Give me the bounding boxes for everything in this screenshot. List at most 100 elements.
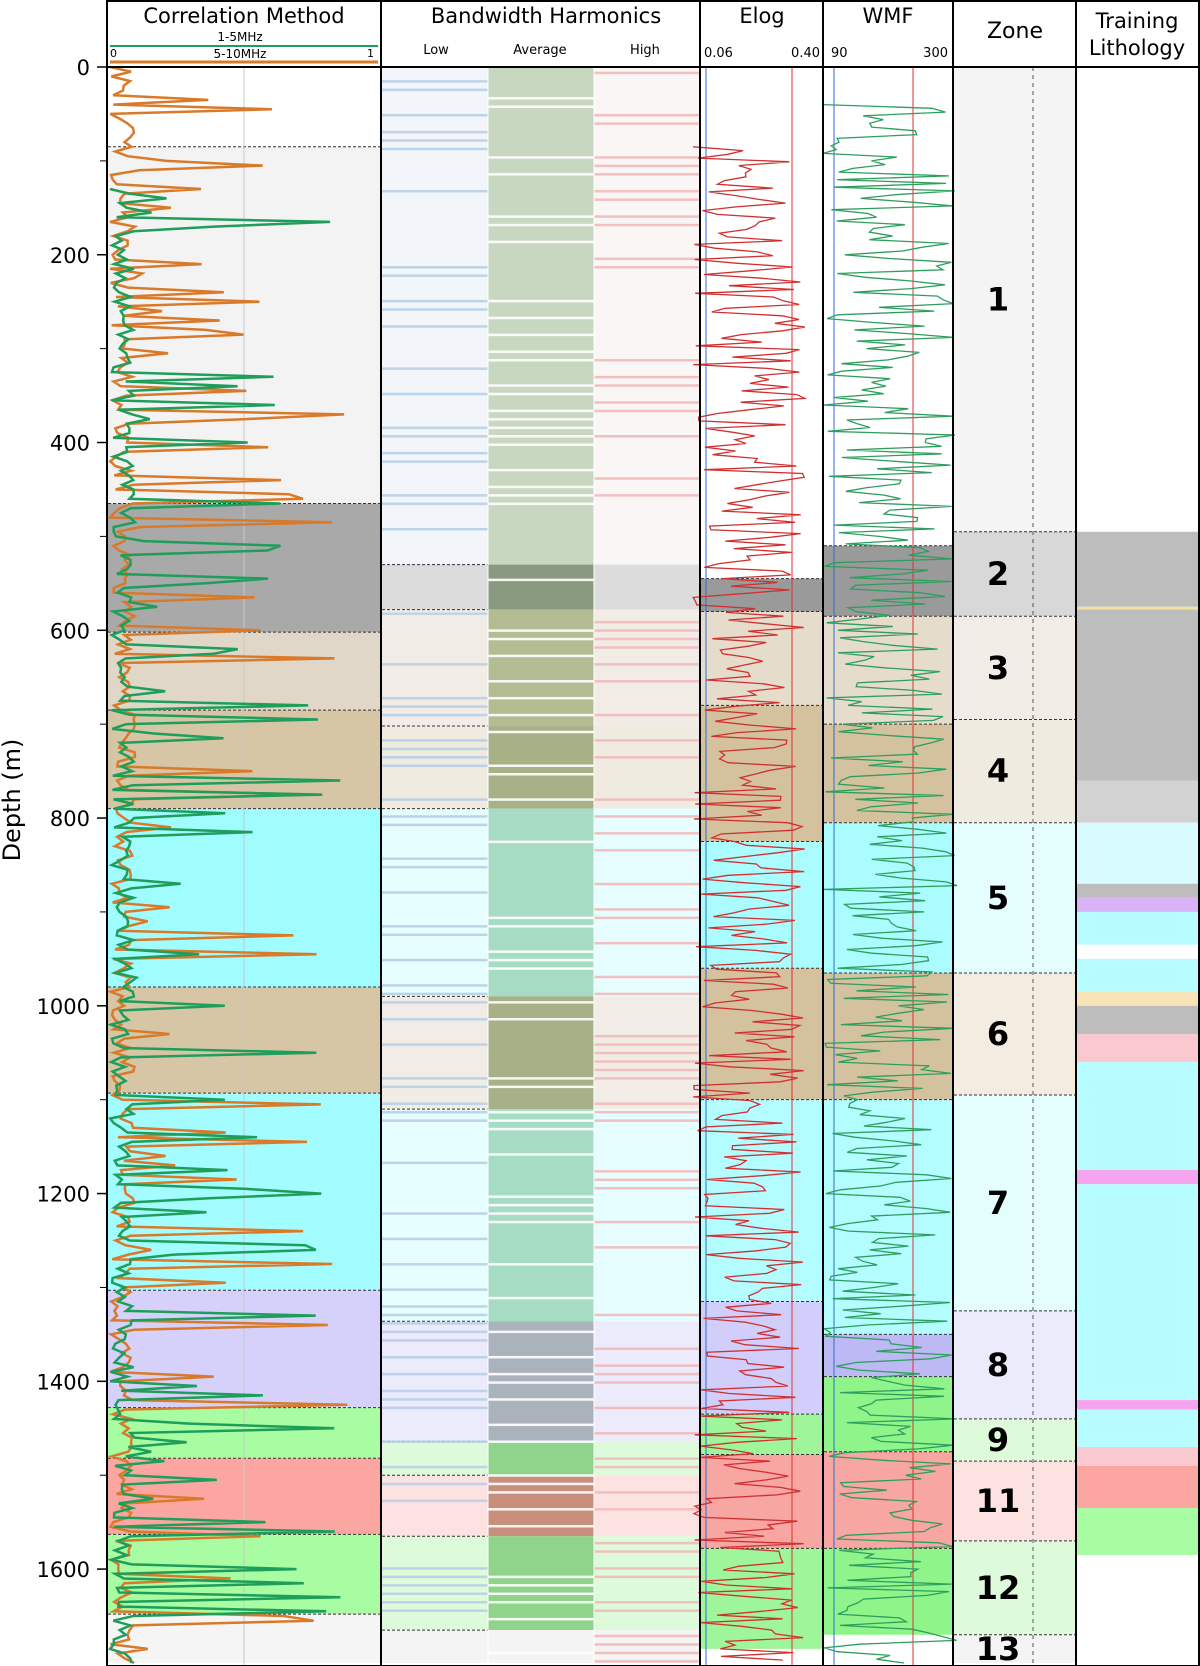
bw-low-interval-11: [382, 1630, 488, 1663]
depth-tick-label-1000: 1000: [37, 995, 90, 1019]
bw-stripe: [488, 1440, 594, 1443]
lith-interval-15: [1077, 1184, 1199, 1401]
bw-stripe: [594, 173, 700, 176]
bw-stripe: [488, 1575, 594, 1579]
bw-stripe: [382, 1305, 488, 1308]
bw-stripe: [488, 764, 594, 768]
bw-stripe: [594, 646, 700, 649]
bw-stripe: [594, 1068, 700, 1072]
bw-stripe: [488, 485, 594, 489]
depth-axis: Depth (m) 0 200 400 600 800 1000 1200 1400 1600: [0, 56, 107, 1582]
bw-stripe: [594, 882, 700, 886]
bw-stripe: [382, 713, 488, 717]
curve-correlation-1-5mhz: [106, 187, 341, 1664]
bw-stripe: [382, 764, 488, 768]
bw-low-interval-10: [382, 1536, 488, 1631]
bw-stripe: [382, 1161, 488, 1165]
bw-stripe: [488, 654, 594, 658]
bw-stripe: [382, 308, 488, 311]
bw-stripe: [382, 1584, 488, 1587]
bw-stripe: [382, 891, 488, 894]
bw-avg-interval-10: [488, 1536, 594, 1631]
bw-stripe: [382, 1567, 488, 1570]
zone-label-3: 3: [987, 649, 1009, 687]
bw-stripe: [594, 1634, 700, 1638]
bw-stripe: [594, 1051, 700, 1055]
bw-low-interval-5: [382, 996, 488, 1110]
bw-stripe: [488, 925, 594, 928]
elog-interval-8: [701, 1454, 823, 1549]
bw-avg-interval-0: [488, 67, 594, 565]
lith-interval-17: [1077, 1409, 1199, 1448]
bw-stripe: [488, 1127, 594, 1131]
bw-stripe: [488, 215, 594, 218]
bw-col-high: High: [630, 43, 660, 58]
bw-stripe: [594, 1600, 700, 1604]
bw-stripe: [382, 1077, 488, 1080]
depth-tick-label-0: 0: [77, 56, 90, 80]
zone-interval-10: [954, 1540, 1076, 1635]
bw-stripe: [594, 266, 700, 269]
bw-high-interval-9: [594, 1475, 700, 1537]
curve-wmf: [822, 103, 958, 1664]
bw-stripe: [382, 325, 488, 328]
bw-stripe: [488, 240, 594, 244]
bw-stripe: [488, 1085, 594, 1089]
bw-stripe: [594, 1457, 700, 1460]
bw-stripe: [382, 815, 488, 818]
zone-label-7: 7: [987, 1184, 1009, 1222]
bw-stripe: [594, 1575, 700, 1579]
bw-stripe: [594, 1246, 700, 1249]
header-wmf: WMF: [863, 4, 914, 28]
bw-stripe: [488, 1195, 594, 1198]
bw-stripe: [488, 1423, 594, 1427]
bw-stripe: [488, 468, 594, 472]
bw-stripe: [594, 215, 700, 218]
bw-high-interval-6: [594, 1109, 700, 1322]
header-lithology: Lithology: [1089, 36, 1185, 60]
zone-interval-2: [954, 616, 1076, 720]
bw-stripe: [594, 1609, 700, 1612]
bw-stripe: [488, 1398, 594, 1401]
lith-interval-11: [1077, 1005, 1199, 1034]
bw-stripe: [594, 1381, 700, 1384]
bw-stripe: [594, 477, 700, 480]
bw-stripe: [382, 147, 488, 151]
bw-stripe: [594, 1567, 700, 1570]
bw-high-interval-4: [594, 808, 700, 997]
bw-stripe: [382, 958, 488, 962]
elog-interval-4: [701, 968, 823, 1100]
bw-stripe: [382, 1018, 488, 1021]
bw-stripe: [594, 384, 700, 387]
bw-high-interval-1: [594, 564, 700, 610]
bw-stripe: [382, 266, 488, 269]
lith-interval-19: [1077, 1465, 1199, 1509]
bw-stripe: [594, 1643, 700, 1646]
bw-low-interval-9: [382, 1475, 488, 1537]
bw-stripe: [594, 916, 700, 920]
bw-stripe: [382, 1465, 488, 1469]
bw-stripe: [382, 1119, 488, 1122]
wmf-intervals: [824, 545, 953, 1635]
bw-low-interval-1: [382, 564, 488, 610]
zone-interval-1: [954, 531, 1076, 617]
bw-stripe: [594, 1508, 700, 1511]
bw-stripe: [488, 1584, 594, 1587]
header-bandwidth-harmonics: Bandwidth Harmonics: [431, 4, 661, 28]
zone-interval-9: [954, 1461, 1076, 1541]
bw-stripe: [488, 1651, 594, 1655]
bw-stripe: [594, 1432, 700, 1435]
bw-stripe: [488, 1491, 594, 1494]
bw-stripe: [382, 1398, 488, 1401]
bw-stripe: [488, 443, 594, 446]
bw-stripe: [594, 1102, 700, 1105]
bw-stripe: [382, 1355, 488, 1359]
bw-stripe: [488, 1508, 594, 1511]
curve-correlation-5-10mhz: [106, 65, 348, 1665]
bw-stripe: [382, 274, 488, 277]
bw-stripe: [488, 696, 594, 700]
bw-stripe: [594, 1110, 700, 1114]
bw-stripe: [594, 1465, 700, 1469]
wmf-interval-6: [824, 1334, 953, 1377]
